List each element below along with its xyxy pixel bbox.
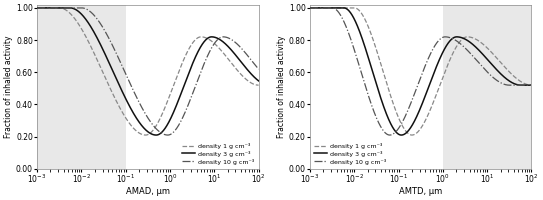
X-axis label: AMTD, μm: AMTD, μm [399,187,443,196]
Y-axis label: Fraction of inhaled activity: Fraction of inhaled activity [4,36,13,138]
Legend: density 1 g cm⁻³, density 3 g cm⁻³, density 10 g cm⁻³: density 1 g cm⁻³, density 3 g cm⁻³, dens… [313,142,388,166]
Legend: density 1 g cm⁻³, density 3 g cm⁻³, density 10 g cm⁻³: density 1 g cm⁻³, density 3 g cm⁻³, dens… [181,142,255,166]
Y-axis label: Fraction of inhaled activity: Fraction of inhaled activity [277,36,286,138]
X-axis label: AMAD, μm: AMAD, μm [126,187,170,196]
